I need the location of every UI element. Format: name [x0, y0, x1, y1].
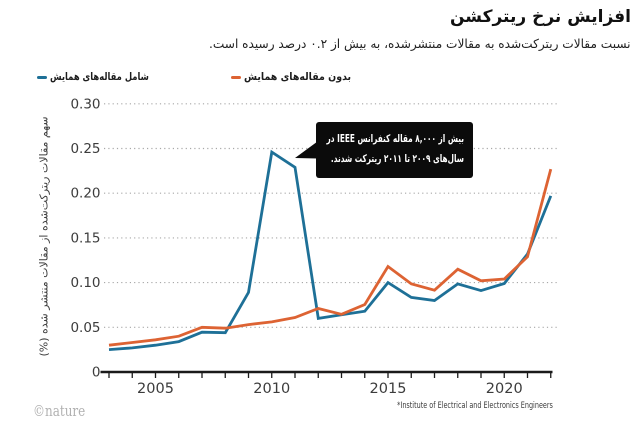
annotation-callout: بیش از ۸,۰۰۰ مقاله کنفرانس IEEE در سال‌ه… [316, 122, 473, 178]
legend-item-without-conference-papers: بدون مقاله‌های همایش [231, 71, 363, 83]
annotation-pointer [295, 141, 318, 159]
ieee-footnote: *Institute of Electrical and Electronics… [397, 401, 553, 411]
data-line [108, 149, 553, 351]
x-tick-label: 2010 [253, 381, 290, 397]
x-tick-label: 2020 [486, 381, 523, 397]
y-tick-label: 0.30 [70, 96, 100, 112]
y-tick-label: 0 [92, 365, 101, 381]
legend-label: بدون مقاله‌های همایش [243, 71, 351, 83]
annotation-text-line-2: سال‌های ۲۰۰۹ تا ۲۰۱۱ ریترکت شدند. [330, 152, 464, 165]
legend-label: شامل مقاله‌های همایش [49, 71, 149, 83]
page-title: افزایش نرخ ریترکشن [450, 7, 631, 27]
legend-swatch-blue [37, 75, 47, 79]
legend-item-with-conference-papers: شامل مقاله‌های همایش [37, 71, 173, 83]
y-tick-label: 0.05 [70, 320, 100, 336]
y-tick-label: 0.15 [70, 230, 100, 246]
data-line [108, 168, 553, 347]
y-tick-label: 0.20 [70, 186, 100, 202]
y-tick-label: 0.10 [70, 275, 100, 291]
nature-watermark: ©nature [33, 402, 86, 420]
y-tick-label: 0.25 [70, 141, 100, 157]
x-tick-label: 2005 [137, 381, 174, 397]
annotation-text-line-1: بیش از ۸,۰۰۰ مقاله کنفرانس IEEE در [326, 133, 464, 145]
legend-swatch-orange [231, 75, 241, 79]
subtitle: نسبت مقالات ریترکت‌شده به مقالات منتشرشد… [209, 36, 631, 51]
x-tick-label: 2015 [370, 381, 407, 397]
